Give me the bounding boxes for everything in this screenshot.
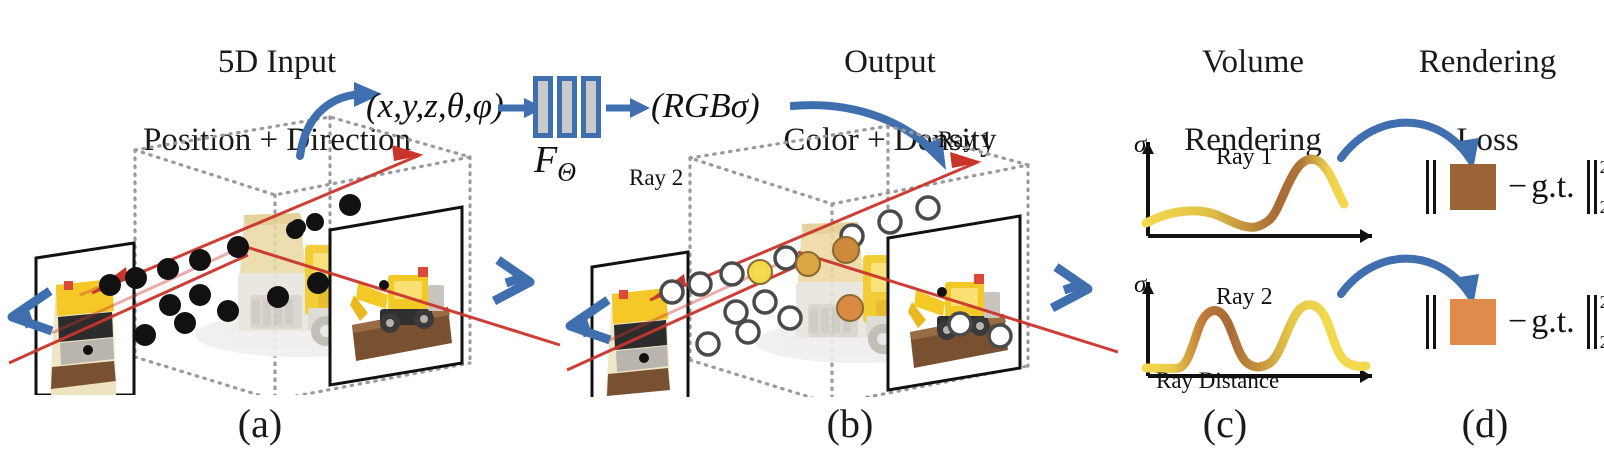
header-volume-line2: Rendering	[1184, 121, 1322, 158]
ray1-yaxis-label-sigma: σ	[1134, 131, 1147, 158]
loss-ray1-close-norm	[1586, 160, 1597, 214]
panel-a-scene	[7, 115, 561, 395]
header-volume-line1: Volume	[1201, 43, 1305, 80]
panel-d-label: (d)	[1461, 401, 1509, 446]
plane-intersection-dots	[83, 280, 389, 355]
loss-ray2-exponents: 2 2	[1600, 293, 1604, 351]
loss-ray2-open-norm	[1426, 295, 1436, 349]
panel-a-label: (a)	[237, 401, 283, 446]
ray1-density-curve	[1141, 154, 1349, 232]
arrow-ray2-to-loss	[1337, 254, 1479, 306]
ray-2-label-panel-b: Ray 2	[629, 165, 684, 190]
ray2-yaxis-label-sigma: σ	[1134, 271, 1147, 298]
arrow-mlp-to-output	[606, 98, 650, 118]
panel-b-label: (b)	[826, 401, 874, 446]
loss-ray1-subscript: 2	[1600, 198, 1604, 216]
ray1-plot-title: Ray 1	[1216, 144, 1273, 170]
ray2-yaxis-arrowhead	[1142, 282, 1154, 294]
ray2-plot-title: Ray 2	[1216, 284, 1273, 310]
mlp-label-theta-subscript: Θ	[557, 157, 576, 187]
sample-points-panel-a	[99, 194, 361, 346]
ray1-xaxis-arrowhead	[1360, 229, 1372, 243]
loss-ray2-superscript: 2	[1600, 293, 1604, 311]
plane-intersection-dots-b	[639, 287, 947, 363]
image-plane-left-b	[590, 250, 690, 397]
arrow-ray1-to-loss	[1337, 118, 1479, 170]
ray2-density-curve	[1141, 300, 1371, 373]
header-5d-input-line1: 5D Input	[217, 43, 337, 80]
ray2-xaxis-label: Ray Distance	[1156, 368, 1280, 393]
camera-marker-left	[7, 287, 54, 336]
loss-ray2-expression: − g.t. 2 2	[1426, 293, 1604, 351]
camera-marker-right	[491, 256, 535, 305]
norm-bar	[1593, 295, 1597, 349]
header-volume-rendering: Volume Rendering	[1118, 4, 1388, 199]
norm-bar	[1433, 295, 1436, 349]
ray1-yaxis-arrowhead	[1142, 142, 1154, 154]
camera-marker-right-b	[1049, 263, 1093, 312]
norm-bar	[1586, 160, 1590, 214]
camera-marker-left-b	[565, 296, 612, 345]
mlp-label-f-theta: FΘ	[534, 139, 576, 187]
loss-ray2-subscript: 2	[1600, 333, 1604, 351]
ray-1-label-panel-b: Ray 1	[938, 127, 993, 152]
loss-ray1-exponents: 2 2	[1600, 158, 1604, 216]
panel-c-label: (c)	[1202, 401, 1248, 446]
loss-ray2-color-swatch	[1450, 299, 1496, 345]
norm-bar	[1426, 295, 1429, 349]
loss-ray1-expression: − g.t. 2 2	[1426, 158, 1604, 216]
ray2-density-plot	[1141, 282, 1372, 383]
ray2-xaxis-arrowhead	[1360, 369, 1372, 383]
header-output-line1: Output	[844, 43, 936, 80]
ray1-density-plot	[1141, 142, 1372, 243]
sample-points-highlighted-panel-b	[747, 236, 864, 322]
loss-ray1-superscript: 2	[1600, 158, 1604, 176]
norm-bar	[1433, 160, 1436, 214]
loss-ray2-minus: −	[1508, 303, 1528, 340]
arrow-scene-to-input-vector	[296, 82, 382, 160]
sample-points-panel-b	[659, 195, 1013, 357]
image-plane-right	[328, 205, 464, 387]
norm-bar	[1593, 160, 1597, 214]
loss-ray2-gt: g.t.	[1531, 303, 1575, 340]
panel-b-scene	[565, 124, 1119, 397]
arrow-output-to-scene	[790, 101, 946, 170]
norm-bar	[1586, 295, 1590, 349]
header-loss-line1: Rendering	[1418, 43, 1557, 80]
norm-bar	[1426, 160, 1429, 214]
output-vector-label: (RGBσ)	[651, 86, 760, 125]
loss-ray2-close-norm	[1586, 295, 1597, 349]
image-plane-right-b	[886, 214, 1022, 392]
mlp-network-blocks	[533, 76, 601, 138]
loss-ray1-open-norm	[1426, 160, 1436, 214]
ray2-axes	[1146, 282, 1372, 378]
input-vector-label: (x,y,z,θ,φ)	[366, 86, 504, 125]
loss-ray1-gt: g.t.	[1531, 168, 1575, 205]
loss-ray1-minus: −	[1508, 168, 1528, 205]
loss-ray1-color-swatch	[1450, 164, 1496, 210]
header-rendering-loss: Rendering Loss	[1375, 4, 1600, 199]
